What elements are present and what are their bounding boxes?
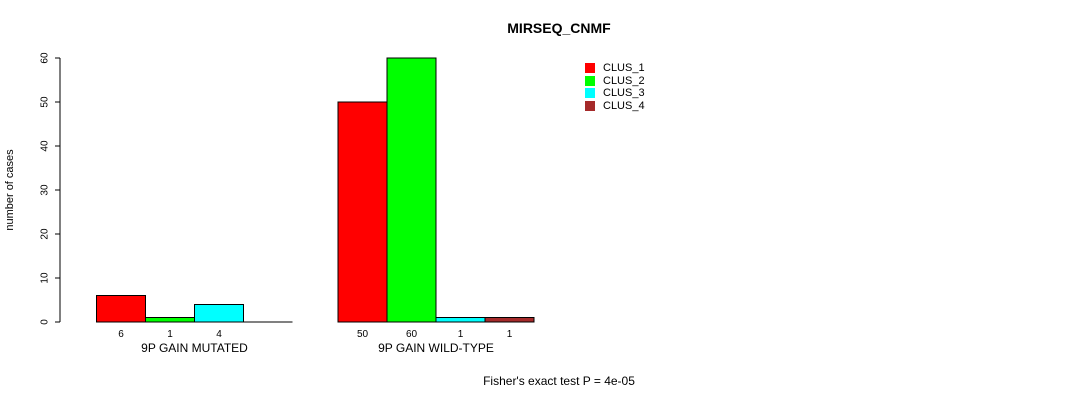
legend-item-clus_4: CLUS_4 [585, 100, 645, 113]
y-tick-label: 10 [40, 272, 51, 284]
y-tick-label: 60 [40, 52, 51, 64]
bar-clus_2-group2 [386, 57, 437, 323]
legend-label: CLUS_3 [603, 87, 645, 99]
legend-label: CLUS_4 [603, 99, 645, 112]
legend-label: CLUS_2 [603, 74, 645, 87]
bar-value-label: 1 [507, 329, 513, 340]
bar-value-label: 4 [216, 329, 222, 340]
chart-title: MIRSEQ_CNMF [507, 20, 611, 36]
legend: CLUS_1 CLUS_2 CLUS_3 CLUS_4 [585, 62, 645, 112]
bar-clus_1-group1 [96, 295, 146, 323]
group-label-1: 9P GAIN MUTATED [141, 341, 248, 355]
group-label-2: 9P GAIN WILD-TYPE [378, 341, 494, 355]
y-tick-label: 30 [40, 184, 51, 196]
bar-value-label: 60 [406, 329, 418, 340]
bar-clus_1-group2 [337, 101, 388, 323]
bar-clus_3-group2 [435, 317, 486, 323]
bar-value-label: 50 [357, 329, 369, 340]
legend-swatch-clus_1 [585, 63, 595, 74]
bar-value-label: 1 [458, 329, 464, 340]
fisher-test-annotation: Fisher's exact test P = 4e-05 [483, 374, 635, 388]
y-tick-label: 40 [40, 140, 51, 152]
y-tick-label: 0 [40, 319, 51, 325]
legend-swatch-clus_3 [585, 88, 595, 99]
bar-clus_2-group1 [145, 317, 195, 323]
legend-label: CLUS_1 [603, 62, 645, 74]
y-tick-label: 20 [40, 228, 51, 240]
bar-clus_3-group1 [194, 303, 244, 323]
y-tick-label: 50 [40, 96, 51, 108]
bar-clus_4-group2 [484, 317, 535, 323]
bar-value-label: 6 [118, 329, 124, 340]
legend-swatch-clus_4 [585, 100, 595, 111]
legend-item-clus_2: CLUS_2 [585, 75, 645, 88]
legend-swatch-clus_2 [585, 75, 595, 86]
bar-value-label: 1 [167, 329, 173, 340]
legend-item-clus_1: CLUS_1 [585, 62, 645, 75]
legend-item-clus_3: CLUS_3 [585, 87, 645, 100]
